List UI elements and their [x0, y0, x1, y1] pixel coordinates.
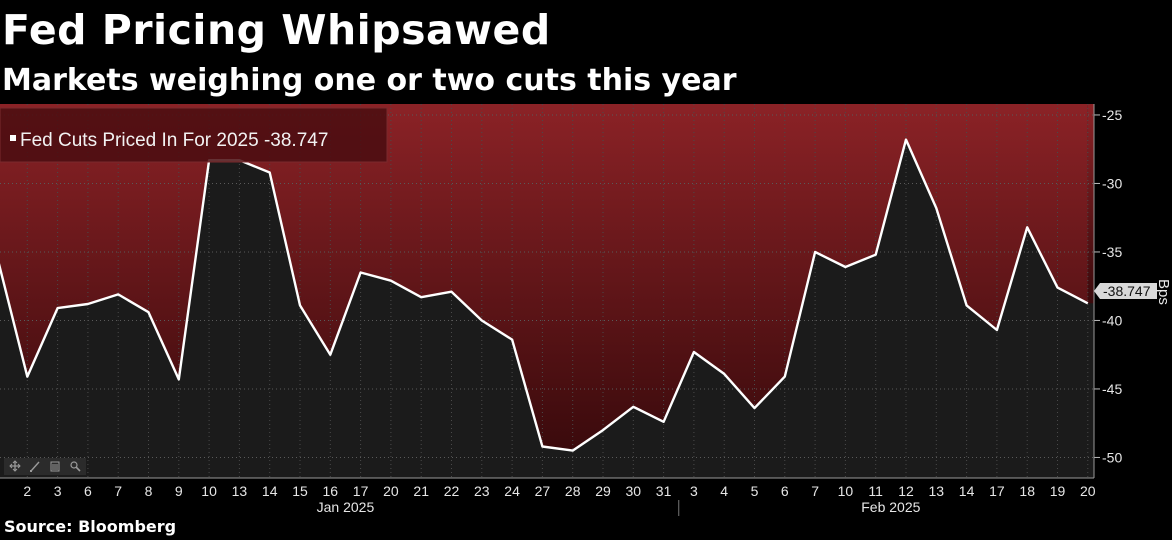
y-tick-label: -30: [1102, 175, 1122, 191]
x-tick-label: 13: [232, 483, 248, 499]
legend-label: Fed Cuts Priced In For 2025 -38.747: [20, 130, 328, 151]
zoom-icon[interactable]: [70, 461, 81, 472]
chart-type-icon[interactable]: [50, 461, 60, 472]
y-tick-label: -45: [1102, 381, 1122, 397]
month-label: Jan 2025: [317, 499, 375, 515]
line-chart: -25-30-35-40-45-502 3 6 7 8 9 10 13 14 15 16 17 20 21…: [0, 104, 1172, 516]
chart-toolbar: [4, 458, 86, 475]
draw-line-icon[interactable]: [30, 461, 40, 472]
x-tick-label: 9: [175, 483, 183, 499]
x-tick-label: 6: [781, 483, 789, 499]
x-tick-label: 17: [353, 483, 369, 499]
move-icon[interactable]: [9, 460, 21, 472]
month-label: Feb 2025: [861, 499, 920, 515]
chart-subtitle: Markets weighing one or two cuts this ye…: [2, 63, 737, 98]
x-tick-label: 24: [504, 483, 520, 499]
x-tick-label: 13: [929, 483, 945, 499]
x-tick-label: 15: [292, 483, 308, 499]
series-line: [0, 138, 1089, 452]
y-tick-label: -40: [1102, 312, 1122, 328]
x-tick-label: 20: [383, 483, 399, 499]
y-tick-label: -35: [1102, 244, 1122, 260]
x-tick-label: 3: [690, 483, 698, 499]
x-tick-label: 22: [444, 483, 460, 499]
x-tick-label: 28: [565, 483, 581, 499]
x-tick-label: 7: [811, 483, 819, 499]
x-tick-label: 16: [323, 483, 339, 499]
x-tick-label: 12: [898, 483, 914, 499]
x-tick-label: 23: [474, 483, 490, 499]
x-tick-label: 10: [838, 483, 854, 499]
last-value-label: -38.747: [1103, 283, 1151, 299]
x-tick-label: 30: [626, 483, 642, 499]
x-tick-label: 29: [595, 483, 611, 499]
source-note: Source: Bloomberg: [4, 517, 177, 536]
x-tick-label: 18: [1019, 483, 1035, 499]
chart-title: Fed Pricing Whipsawed: [2, 6, 551, 54]
x-tick-label: 11: [868, 483, 883, 499]
x-tick-label: 8: [145, 483, 153, 499]
x-tick-label: 5: [751, 483, 759, 499]
y-tick-label: -50: [1102, 449, 1122, 465]
x-tick-label: 21: [413, 483, 429, 499]
chart-legend: Fed Cuts Priced In For 2025 -38.747: [0, 107, 388, 163]
x-tick-label: 2: [23, 483, 31, 499]
legend-swatch: [10, 135, 16, 141]
x-tick-label: 3: [54, 483, 62, 499]
x-tick-label: 20: [1080, 483, 1096, 499]
x-tick-label: 27: [535, 483, 551, 499]
x-tick-label: 14: [959, 483, 975, 499]
y-axis-label: Bps: [1155, 279, 1172, 305]
x-tick-label: 10: [201, 483, 217, 499]
area-fill: [0, 104, 1088, 451]
x-tick-label: 4: [720, 483, 728, 499]
x-tick-label: 14: [262, 483, 278, 499]
x-tick-label: 17: [989, 483, 1005, 499]
x-tick-label: 7: [114, 483, 122, 499]
x-tick-label: 31: [656, 483, 672, 499]
x-tick-label: 6: [84, 483, 92, 499]
area-fill-tail: [1087, 104, 1094, 304]
x-tick-label: 19: [1050, 483, 1066, 499]
last-value-tag: -38.747: [1094, 283, 1157, 299]
y-tick-label: -25: [1102, 107, 1122, 123]
